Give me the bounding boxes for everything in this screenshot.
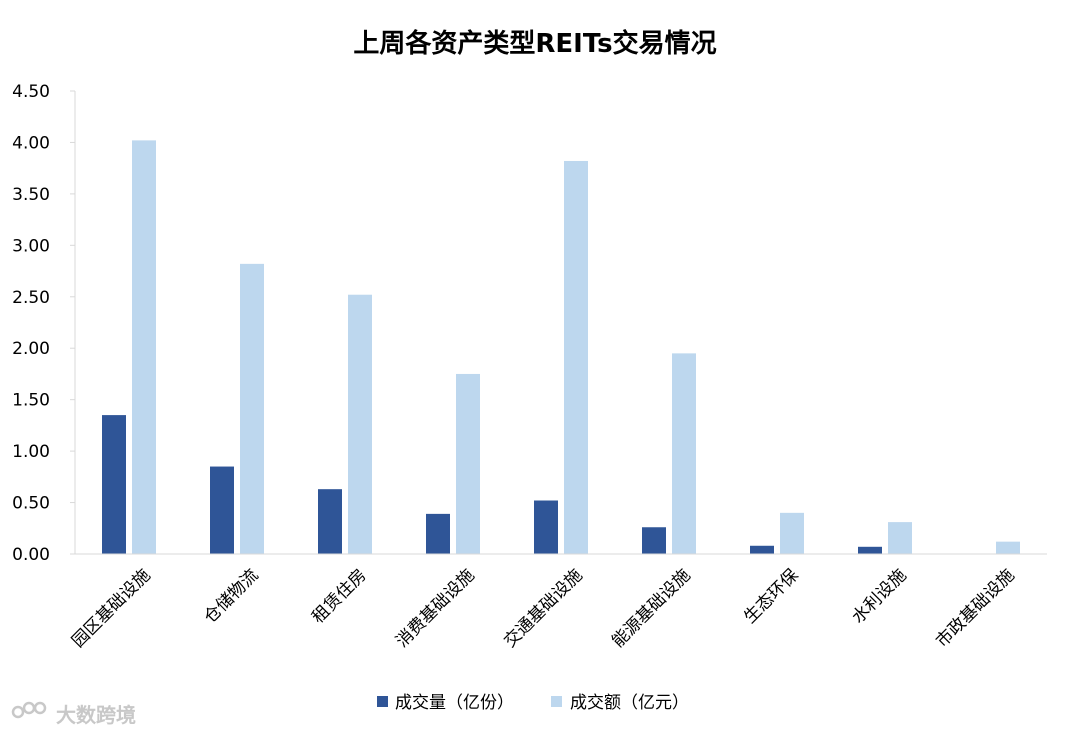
- bar-volume: [534, 500, 558, 554]
- y-tick-label: 2.00: [12, 339, 50, 359]
- bar-turnover: [780, 512, 804, 554]
- x-tick-label: 能源基础设施: [608, 565, 694, 651]
- y-tick-label: 1.00: [12, 442, 50, 462]
- y-tick-label: 0.00: [12, 545, 50, 565]
- x-tick-label: 仓储物流: [200, 565, 262, 627]
- bar-volume: [210, 466, 234, 554]
- bar-volume: [642, 527, 666, 554]
- y-tick-label: 2.50: [12, 288, 50, 308]
- legend-label: 成交量（亿份）: [395, 693, 514, 713]
- brand-logo-icon: [11, 701, 47, 719]
- bar-volume: [858, 546, 882, 554]
- x-tick-label: 生态环保: [740, 565, 802, 627]
- x-tick-label: 租赁住房: [308, 565, 370, 627]
- y-tick-label: 1.50: [12, 391, 50, 411]
- bar-turnover: [888, 522, 912, 554]
- y-tick-label: 4.00: [12, 133, 50, 153]
- y-axis: 0.00 0.50 1.00 1.50 2.00 2.50 3.00 3.50 4.00 4.50: [12, 82, 76, 565]
- x-tick-label: 水利设施: [848, 565, 910, 627]
- legend-swatch: [377, 696, 388, 707]
- bar-volume: [750, 545, 774, 554]
- y-tick-label: 3.50: [12, 185, 50, 205]
- legend-label: 成交额（亿元）: [570, 693, 689, 713]
- bar-volume: [102, 415, 126, 554]
- bar-volume: [318, 489, 342, 554]
- x-tick-label: 园区基础设施: [68, 565, 154, 651]
- x-tick-label: 消费基础设施: [392, 565, 478, 651]
- bar-turnover: [240, 263, 264, 554]
- watermark-text: 大数跨境: [56, 703, 136, 727]
- y-tick-label: 4.50: [12, 82, 50, 102]
- bar-turnover: [132, 140, 156, 555]
- bar-turnover: [348, 294, 372, 554]
- chart-title: 上周各资产类型REITs交易情况: [353, 28, 716, 59]
- legend: 成交量（亿份） 成交额（亿元）: [377, 693, 689, 713]
- y-tick-label: 0.50: [12, 494, 50, 514]
- bar-turnover: [456, 373, 480, 554]
- bar-turnover: [672, 353, 696, 554]
- watermark: 大数跨境: [11, 701, 136, 727]
- y-tick-label: 3.00: [12, 236, 50, 256]
- bar-turnover: [564, 160, 588, 554]
- bar-turnover: [996, 541, 1020, 554]
- legend-swatch: [551, 696, 562, 707]
- x-tick-label: 交通基础设施: [500, 565, 586, 651]
- bars: [102, 140, 1020, 555]
- x-axis: 园区基础设施 仓储物流 租赁住房 消费基础设施 交通基础设施 能源基础设施 生态环保 水利设施…: [68, 553, 1047, 652]
- x-tick-label: 市政基础设施: [932, 565, 1018, 651]
- bar-volume: [426, 513, 450, 554]
